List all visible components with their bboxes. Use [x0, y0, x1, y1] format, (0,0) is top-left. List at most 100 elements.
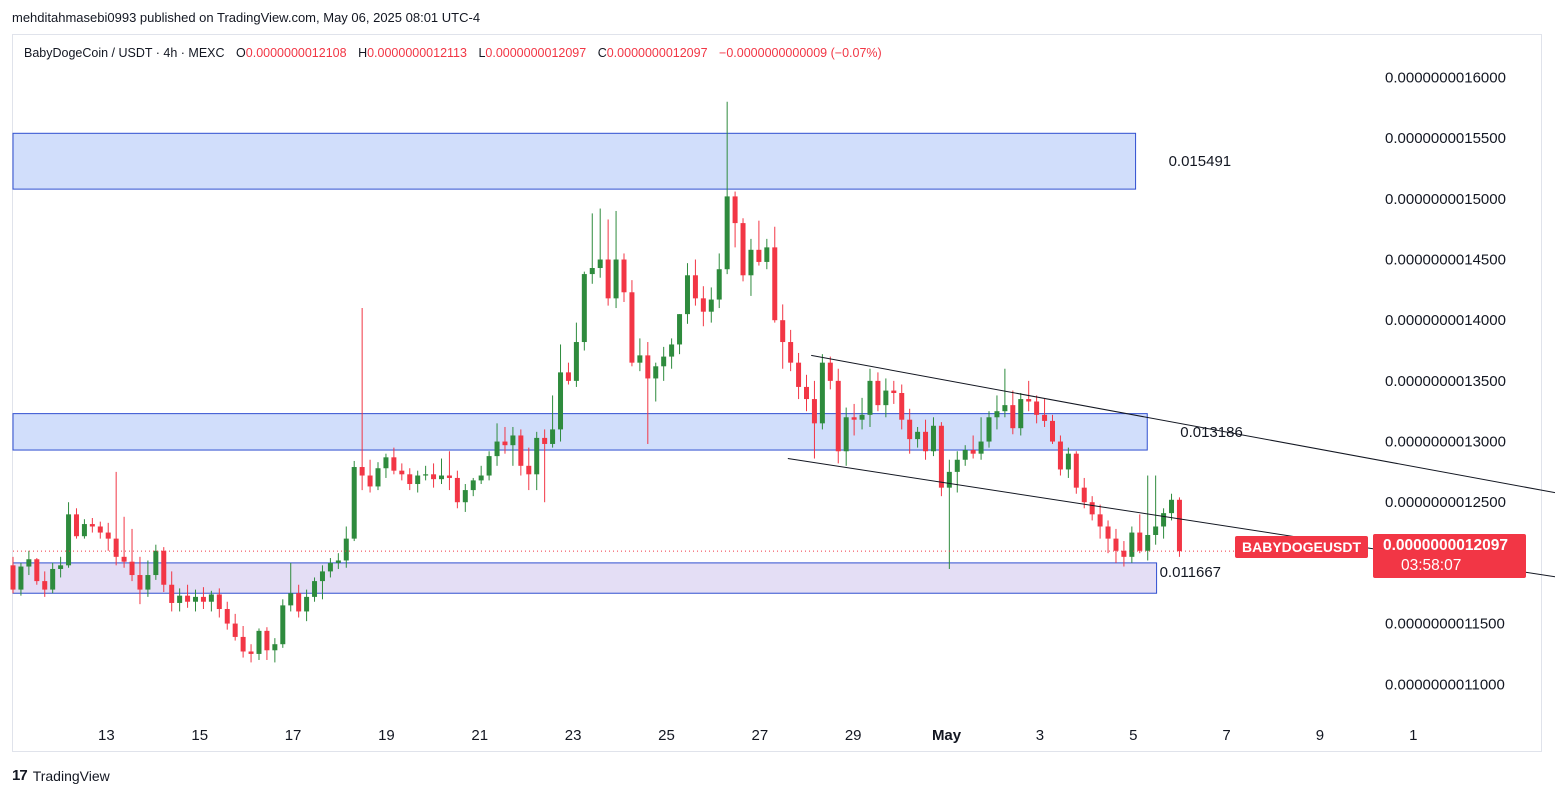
- candle: [26, 550, 32, 576]
- ohlc-legend: BabyDogeCoin / USDT · 4h · MEXC O0.00000…: [24, 46, 882, 60]
- candle-body: [351, 467, 357, 539]
- candle-body: [26, 559, 32, 567]
- x-axis-tick-label: 27: [751, 727, 768, 744]
- candle-body: [216, 594, 222, 610]
- candle-body: [272, 644, 278, 651]
- candle-body: [621, 259, 627, 293]
- candle-body: [859, 414, 865, 420]
- footer-brand[interactable]: 17 TradingView: [12, 767, 110, 784]
- candle-body: [177, 595, 183, 603]
- candle: [1097, 504, 1103, 539]
- candle-body: [327, 562, 333, 572]
- candle: [137, 556, 143, 605]
- candle-body: [986, 417, 992, 442]
- candle: [946, 459, 952, 569]
- candle: [1073, 451, 1079, 494]
- candle-body: [827, 362, 833, 381]
- zone-rect[interactable]: [12, 132, 1137, 190]
- candle-body: [1129, 532, 1135, 557]
- candle-body: [645, 355, 651, 379]
- last-price-tag: 0.0000000012097 03:58:07: [1373, 534, 1526, 578]
- candle-body: [391, 457, 397, 471]
- candle: [534, 431, 540, 491]
- candle: [10, 556, 16, 594]
- candle-body: [534, 437, 540, 475]
- candle-body: [764, 247, 770, 262]
- candle: [34, 558, 40, 585]
- candle-body: [494, 441, 500, 457]
- candle-body: [97, 526, 103, 533]
- candle-body: [1176, 499, 1182, 552]
- candle-body: [629, 292, 635, 363]
- candle-body: [930, 425, 936, 452]
- candle: [343, 526, 349, 568]
- publish-info: mehditahmasebi0993 published on TradingV…: [12, 10, 481, 25]
- candle: [296, 584, 302, 618]
- candle: [581, 271, 587, 351]
- candle-body: [748, 249, 754, 276]
- candle: [18, 562, 24, 596]
- candle: [669, 338, 675, 369]
- candle-body: [319, 571, 325, 582]
- candle-body: [708, 299, 714, 312]
- candle: [169, 571, 175, 612]
- candle: [1065, 447, 1071, 478]
- candle-body: [1169, 499, 1175, 514]
- candle: [153, 544, 159, 580]
- candle-body: [851, 417, 857, 420]
- candle: [978, 417, 984, 460]
- candle: [1176, 497, 1182, 557]
- candle: [113, 471, 119, 566]
- candle-body: [732, 196, 738, 224]
- candle-body: [208, 594, 214, 602]
- candle-body: [264, 630, 270, 651]
- candle: [573, 322, 579, 387]
- candle: [700, 286, 706, 327]
- candle: [819, 354, 825, 430]
- candle: [851, 403, 857, 436]
- candle: [50, 562, 56, 594]
- symbol-title[interactable]: BabyDogeCoin / USDT · 4h · MEXC: [24, 46, 225, 60]
- chart-frame[interactable]: [12, 34, 1542, 752]
- candle: [804, 374, 810, 412]
- candle-body: [129, 561, 135, 576]
- candle-body: [232, 623, 238, 637]
- candle-body: [431, 474, 437, 480]
- candle-body: [605, 259, 611, 299]
- candle-body: [1153, 526, 1159, 535]
- candle-body: [788, 342, 794, 363]
- candle-body: [248, 651, 254, 654]
- candle: [923, 419, 929, 460]
- zone-rect[interactable]: [12, 413, 1148, 451]
- candle: [526, 447, 532, 491]
- candle: [319, 565, 325, 600]
- candle-body: [73, 514, 79, 537]
- candle: [1169, 493, 1175, 521]
- zone-rect[interactable]: [12, 562, 1158, 594]
- y-axis-tick-label: 0.0000000014500: [1385, 252, 1506, 269]
- candle: [930, 417, 936, 457]
- candle: [692, 259, 698, 306]
- high-label: H: [358, 46, 368, 60]
- open-label: O: [236, 46, 246, 60]
- candle: [970, 435, 976, 459]
- candle-body: [121, 556, 127, 562]
- candle: [359, 308, 365, 491]
- candle: [446, 451, 452, 491]
- candle-body: [1018, 399, 1024, 429]
- candle-body: [423, 474, 429, 476]
- candle: [550, 395, 556, 448]
- trendline[interactable]: [811, 354, 1555, 495]
- candle: [565, 362, 571, 385]
- y-axis-tick-label: 0.0000000014000: [1385, 312, 1506, 329]
- candle-body: [510, 435, 516, 446]
- candle: [288, 562, 294, 612]
- candle-body: [684, 275, 690, 315]
- candle-body: [240, 636, 246, 652]
- candle: [605, 219, 611, 306]
- candle: [1002, 368, 1008, 418]
- candle: [1161, 508, 1167, 539]
- candle: [661, 346, 667, 381]
- candle: [708, 287, 714, 323]
